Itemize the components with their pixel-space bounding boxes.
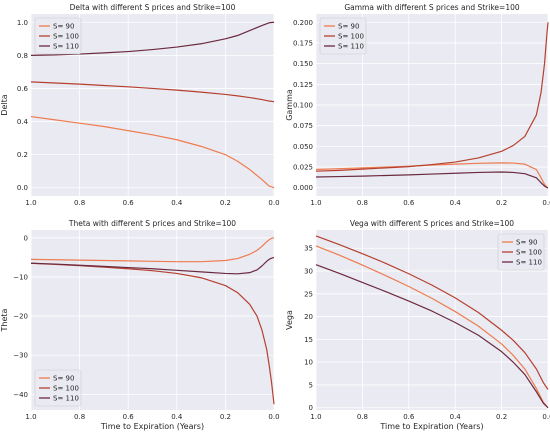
theta-legend-label-1: S= 90 xyxy=(53,375,74,383)
theta-y-tick-label: −40 xyxy=(13,391,28,399)
gamma-legend-label-1: S= 90 xyxy=(338,23,359,31)
theta-chart-title: Theta with different S prices and Strike… xyxy=(68,219,236,228)
theta-x-tick-label: 0.6 xyxy=(123,413,135,421)
gamma-y-tick-label: 0.075 xyxy=(293,122,313,130)
vega-y-tick-label: 20 xyxy=(304,313,313,321)
gamma-legend-label-3: S= 110 xyxy=(338,43,364,51)
theta-x-tick-label: 0.4 xyxy=(171,413,183,421)
delta-x-tick-label: 0.2 xyxy=(220,199,231,207)
theta-series-line-1 xyxy=(30,237,275,263)
gamma-x-tick-label: 0.0 xyxy=(542,199,550,207)
gamma-y-tick-label: 0.150 xyxy=(293,60,313,68)
gamma-x-tick-label: 1.0 xyxy=(310,199,321,207)
theta-y-tick-label: −30 xyxy=(13,352,28,360)
vega-x-tick-label: 0.6 xyxy=(403,413,415,421)
theta-x-tick-label: 0.0 xyxy=(268,413,279,421)
vega-x-tick-label: 0.0 xyxy=(542,413,550,421)
vega-y-tick-label: 5 xyxy=(309,381,313,389)
delta-y-tick-label: 0.8 xyxy=(17,52,28,60)
gamma-y-tick-label: 0.100 xyxy=(293,102,313,110)
gamma-legend-box xyxy=(319,17,367,55)
vega-y-tick-label: 25 xyxy=(304,290,313,298)
gamma-legend: S= 90 S= 100 S= 110 xyxy=(319,17,367,55)
delta-series-line-3 xyxy=(30,21,275,56)
delta-chart-title: Delta with different S prices and Strike… xyxy=(70,3,236,12)
theta-legend-label-3: S= 110 xyxy=(53,395,79,403)
gamma-x-tick-label: 0.8 xyxy=(357,199,368,207)
vega-legend: S= 90 S= 100 S= 110 xyxy=(497,233,545,271)
delta-legend-label-2: S= 100 xyxy=(53,33,79,41)
gamma-x-tick-label: 0.4 xyxy=(450,199,462,207)
delta-legend-label-1: S= 90 xyxy=(53,23,74,31)
vega-series-line-3 xyxy=(315,264,549,409)
gamma-y-tick-label: 0.050 xyxy=(293,143,313,151)
theta-y-tick-label: −10 xyxy=(13,273,28,281)
delta-series-line-1 xyxy=(30,115,275,189)
delta-chart: 1.0 0.8 0.6 0.4 0.2 0.0 0.0 0.2 0.4 0.6 0.8 1.0 Delt… xyxy=(0,3,280,207)
vega-chart-title: Vega with different S prices and Strike=… xyxy=(350,219,514,228)
vega-y-tick-label: 35 xyxy=(304,245,313,253)
vega-x-tick-label: 0.4 xyxy=(450,413,462,421)
delta-x-tick-label: 1.0 xyxy=(25,199,36,207)
delta-y-tick-label: 0.0 xyxy=(17,184,28,192)
theta-y-tick-label: 0 xyxy=(24,234,28,242)
vega-series-line-2 xyxy=(315,235,549,390)
delta-y-tick-label: 0.4 xyxy=(17,118,29,126)
delta-legend: S= 90 S= 100 S= 110 xyxy=(34,17,82,55)
theta-x-tick-label: 0.2 xyxy=(220,413,231,421)
theta-x-tick-label: 0.8 xyxy=(74,413,85,421)
gamma-y-tick-label: 0.125 xyxy=(293,81,313,89)
delta-y-tick-label: 0.2 xyxy=(17,151,28,159)
theta-x-axis-label: Time to Expiration (Years) xyxy=(100,422,204,431)
gamma-y-tick-label: 0.000 xyxy=(293,184,313,192)
theta-legend-label-2: S= 100 xyxy=(53,385,79,393)
gamma-legend-label-2: S= 100 xyxy=(338,33,364,41)
vega-legend-label-3: S= 110 xyxy=(516,259,542,267)
delta-x-tick-label: 0.8 xyxy=(74,199,85,207)
delta-series-line-2 xyxy=(30,81,275,103)
gamma-series-line-2 xyxy=(315,22,549,172)
gamma-y-tick-label: 0.175 xyxy=(293,39,313,47)
vega-y-axis-label: Vega xyxy=(285,310,294,330)
gamma-x-tick-label: 0.2 xyxy=(496,199,507,207)
vega-x-tick-label: 0.2 xyxy=(496,413,507,421)
theta-series-line-2 xyxy=(30,262,275,405)
vega-legend-label-1: S= 90 xyxy=(516,239,537,247)
delta-x-tick-label: 0.6 xyxy=(123,199,135,207)
theta-chart: 1.0 0.8 0.6 0.4 0.2 0.0 0 −10 −20 −30 −40 Theta wit… xyxy=(0,219,280,431)
theta-series-line-3 xyxy=(30,256,275,275)
theta-legend-box xyxy=(34,369,82,407)
gamma-y-tick-label: 0.025 xyxy=(293,164,313,172)
delta-x-tick-label: 0.0 xyxy=(268,199,279,207)
vega-chart: 1.0 0.8 0.6 0.4 0.2 0.0 0 5 10 15 20 25 30 35 Vega wit… xyxy=(285,219,550,431)
vega-legend-box xyxy=(497,233,545,271)
gamma-y-axis-label: Gamma xyxy=(285,89,294,121)
theta-y-tick-label: −20 xyxy=(13,313,28,321)
gamma-chart-title: Gamma with different S prices and Strike… xyxy=(344,3,520,12)
vega-series-line-1 xyxy=(315,245,549,409)
vega-y-tick-label: 10 xyxy=(304,359,313,367)
theta-y-axis-label: Theta xyxy=(0,308,9,332)
delta-legend-label-3: S= 110 xyxy=(53,43,79,51)
vega-y-tick-label: 0 xyxy=(309,404,313,412)
vega-y-tick-label: 30 xyxy=(304,268,313,276)
gamma-series-line-3 xyxy=(315,171,549,189)
delta-y-tick-label: 1.0 xyxy=(17,19,28,27)
gamma-series-line-1 xyxy=(315,162,549,189)
delta-y-tick-label: 0.6 xyxy=(17,85,29,93)
delta-y-axis-label: Delta xyxy=(0,94,9,115)
delta-x-tick-label: 0.4 xyxy=(171,199,183,207)
vega-x-axis-label: Time to Expiration (Years) xyxy=(379,422,483,431)
gamma-chart: 1.0 0.8 0.6 0.4 0.2 0.0 0.000 0.025 0.050 0.075 0.… xyxy=(285,3,550,207)
gamma-y-tick-label: 0.200 xyxy=(293,19,313,27)
theta-x-tick-label: 1.0 xyxy=(25,413,36,421)
theta-legend: S= 90 S= 100 S= 110 xyxy=(34,369,82,407)
vega-x-tick-label: 0.8 xyxy=(357,413,368,421)
vega-x-tick-label: 1.0 xyxy=(310,413,321,421)
vega-legend-label-2: S= 100 xyxy=(516,249,542,257)
delta-legend-box xyxy=(34,17,82,55)
vega-y-tick-label: 15 xyxy=(304,336,313,344)
gamma-x-tick-label: 0.6 xyxy=(403,199,415,207)
